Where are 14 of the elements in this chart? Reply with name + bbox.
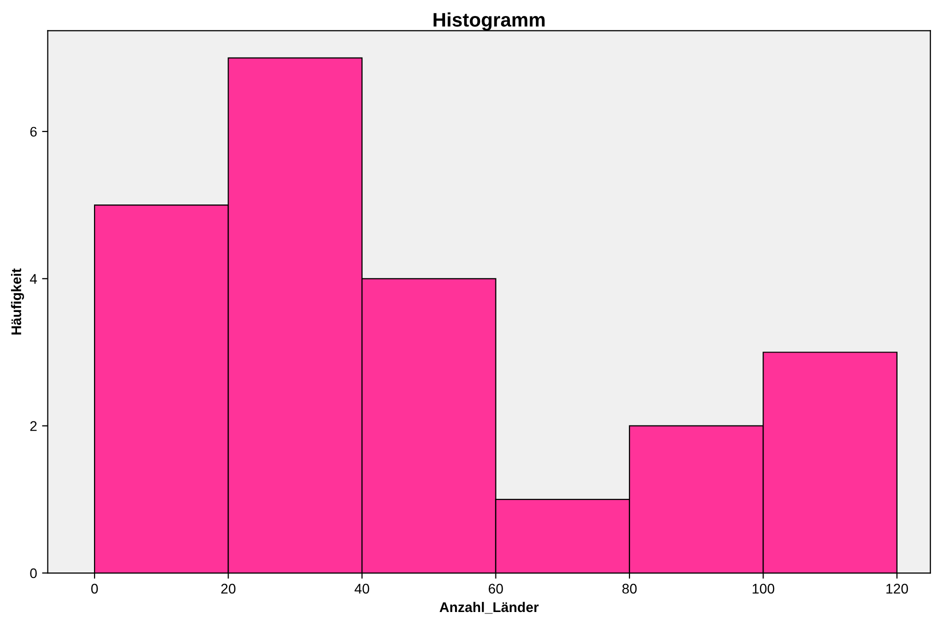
y-tick-label: 2 (30, 421, 37, 431)
y-tick-label: 0 (30, 568, 37, 578)
chart-title: Histogramm (434, 12, 545, 31)
x-tick-label: 100 (752, 584, 774, 594)
x-tick-label: 120 (886, 584, 908, 594)
x-tick-label: 40 (354, 584, 370, 594)
x-tick-label: 60 (488, 584, 503, 594)
x-tick-label: 0 (91, 584, 98, 594)
y-tick-label: 4 (30, 274, 37, 284)
y-axis-title: Häufigkeit (11, 268, 24, 334)
x-tick-label: 80 (622, 584, 637, 594)
x-tick-label: 20 (221, 584, 236, 594)
x-axis-title: Anzahl_Länder (440, 602, 539, 614)
y-tick-label: 6 (30, 126, 37, 137)
